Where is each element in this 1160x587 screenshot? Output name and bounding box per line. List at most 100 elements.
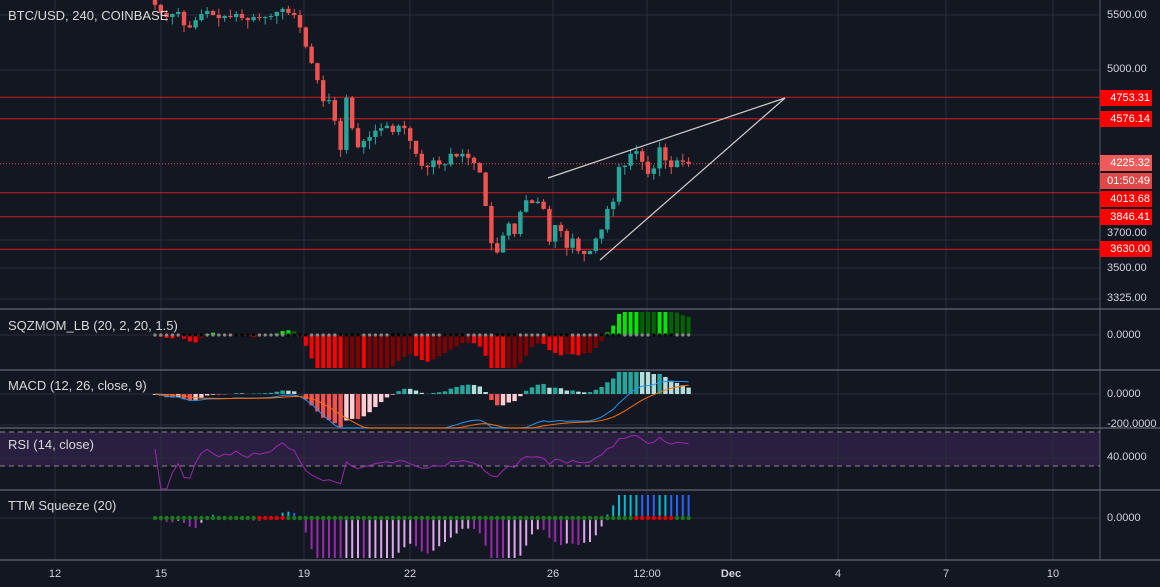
- macd-label[interactable]: MACD (12, 26, close, 9): [8, 378, 147, 393]
- ttm-squeeze-dot: [297, 515, 303, 521]
- ttm-squeeze-dot: [309, 515, 314, 521]
- ttm-squeeze-dot: [680, 515, 685, 521]
- macd-histogram-bar: [361, 394, 366, 417]
- ttm-label[interactable]: TTM Squeeze (20): [8, 498, 117, 513]
- ttm-histogram-bar: [403, 518, 406, 548]
- squeeze-dot: [257, 333, 261, 337]
- candle: [332, 100, 337, 121]
- macd-histogram-bar: [454, 386, 459, 394]
- squeeze-dot: [669, 333, 673, 337]
- ttm-squeeze-dot: [506, 515, 511, 521]
- ttm-squeeze-dot: [553, 515, 558, 521]
- macd-histogram-bar: [344, 394, 349, 421]
- candle: [321, 80, 326, 102]
- sqzmom-bar: [588, 335, 592, 354]
- squeeze-dot: [408, 333, 412, 337]
- candle: [535, 201, 540, 204]
- macd-histogram-bar: [500, 394, 506, 406]
- squeeze-dot: [530, 333, 534, 337]
- sqzmom-bar: [448, 335, 453, 350]
- sqzmom-bar: [350, 335, 355, 368]
- macd-histogram-bar: [442, 391, 448, 394]
- candle: [564, 231, 569, 248]
- rsi-label[interactable]: RSI (14, close): [8, 437, 94, 452]
- sqzmom-bar: [669, 312, 674, 335]
- ttm-squeeze-dot: [425, 515, 430, 521]
- ttm-histogram-bar: [357, 518, 359, 558]
- squeeze-dot: [588, 333, 592, 337]
- time-tick: Dec: [720, 568, 742, 580]
- macd-histogram-bar: [558, 388, 564, 394]
- candle: [216, 15, 221, 19]
- ttm-squeeze-dot: [483, 515, 488, 521]
- ttm-histogram-bar: [449, 518, 452, 538]
- macd-histogram-bar: [280, 390, 285, 394]
- ttm-histogram-bar: [461, 518, 464, 529]
- ttm-squeeze-dot: [512, 515, 517, 521]
- ttm-histogram-bar: [507, 518, 510, 558]
- squeeze-dot: [339, 333, 343, 337]
- sqzmom-label[interactable]: SQZMOM_LB (20, 2, 20, 1.5): [8, 318, 178, 333]
- candle: [640, 151, 645, 162]
- macd-histogram-bar: [483, 392, 488, 394]
- macd-histogram-bar: [506, 394, 511, 403]
- candle: [268, 16, 274, 18]
- sqzmom-bar: [489, 335, 494, 368]
- squeeze-dot: [513, 333, 517, 337]
- ttm-squeeze-dot: [152, 515, 158, 521]
- macd-histogram-bar: [495, 394, 500, 406]
- candle: [176, 11, 181, 14]
- ttm-squeeze-dot: [158, 515, 163, 521]
- squeeze-dot: [501, 333, 505, 337]
- ttm-squeeze-dot: [431, 515, 436, 521]
- squeeze-dot: [234, 333, 238, 337]
- macd-histogram-bar: [448, 388, 453, 394]
- sqzmom-bar: [309, 335, 314, 359]
- candle: [471, 157, 477, 164]
- macd-histogram-bar: [321, 394, 326, 418]
- rsi-band: [0, 432, 1100, 466]
- squeeze-dot: [652, 333, 656, 337]
- ttm-squeeze-dot: [228, 515, 233, 521]
- ttm-histogram-bar: [623, 495, 626, 518]
- candle: [634, 151, 639, 154]
- macd-histogram-bar: [234, 393, 239, 394]
- candle: [500, 235, 506, 253]
- ttm-squeeze-dot: [535, 515, 540, 521]
- squeeze-dot: [443, 333, 447, 337]
- squeeze-dot: [344, 333, 348, 337]
- sqzmom-bar: [443, 335, 447, 354]
- candle: [529, 200, 535, 204]
- level-tag: 3846.41: [1100, 209, 1152, 225]
- sqzmom-bar: [367, 335, 372, 368]
- sqzmom-bar: [582, 335, 587, 354]
- ttm-squeeze-dot: [210, 515, 216, 521]
- sqzmom-bar: [564, 335, 569, 355]
- macd-histogram-bar: [541, 383, 546, 394]
- candle: [605, 208, 610, 230]
- sqzmom-bar: [199, 335, 204, 339]
- candle: [495, 243, 500, 253]
- ttm-histogram-bar: [629, 495, 632, 518]
- sqzmom-bar: [651, 312, 656, 335]
- macd-histogram-bar: [622, 372, 627, 394]
- ttm-squeeze-dot: [384, 515, 390, 521]
- squeeze-dot: [269, 333, 273, 337]
- ttm-histogram-bar: [333, 518, 336, 558]
- ttm-histogram-bar: [589, 518, 591, 543]
- candle: [315, 63, 320, 81]
- ttm-histogram-bar: [194, 518, 197, 528]
- squeeze-dot: [159, 333, 163, 337]
- squeeze-dot: [223, 333, 227, 337]
- ttm-histogram-bar: [351, 518, 354, 558]
- ttm-squeeze-dot: [442, 515, 448, 521]
- ttm-squeeze-dot: [176, 515, 181, 521]
- ttm-squeeze-dot: [268, 515, 274, 521]
- ttm-squeeze-dot: [582, 515, 587, 521]
- macd-histogram-bar: [164, 394, 169, 398]
- sqzmom-bar: [187, 335, 192, 342]
- squeeze-dot: [298, 333, 302, 337]
- ttm-histogram-bar: [664, 495, 667, 518]
- macd-histogram-bar: [205, 394, 210, 396]
